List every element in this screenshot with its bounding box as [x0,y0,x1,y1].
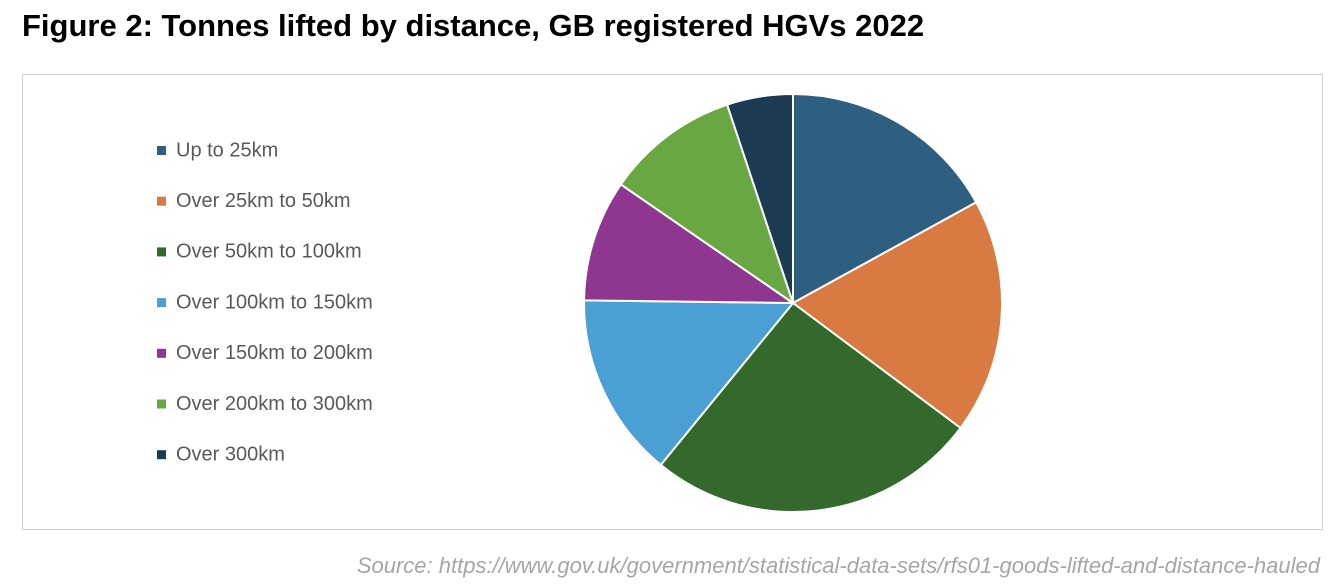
source-note: Source: https://www.gov.uk/government/st… [357,553,1321,578]
pie-slice [619,103,795,306]
legend-label: Over 25km to 50km [176,190,351,212]
legend-swatch [157,247,166,257]
pie-slice [791,200,1003,430]
legend-swatch [157,399,166,409]
legend-label: Over 150km to 200km [176,342,373,364]
legend-swatch [157,450,166,460]
legend-swatch [157,196,166,206]
legend-label: Up to 25km [176,139,278,161]
pie-slice [659,301,962,513]
legend-swatch [157,298,166,308]
pie-slice [583,183,797,305]
pie-slice [583,299,796,467]
pie-slice [725,92,794,304]
chart-title: Figure 2: Tonnes lifted by distance, GB … [22,8,924,43]
pie-slice [792,92,978,305]
legend-swatch [157,146,166,155]
legend-label: Over 100km to 150km [176,291,373,313]
legend-label: Over 300km [176,443,285,465]
legend-label: Over 50km to 100km [176,241,362,263]
legend-swatch [157,348,166,358]
legend-label: Over 200km to 300km [176,393,373,415]
